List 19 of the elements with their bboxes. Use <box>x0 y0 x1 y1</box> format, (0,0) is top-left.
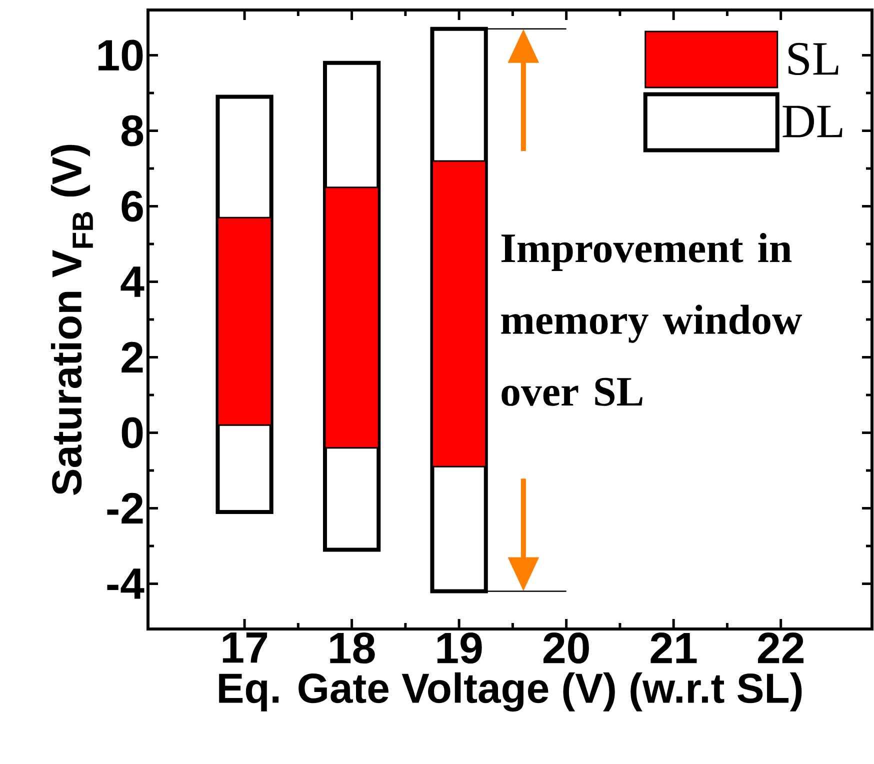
legend-label: SL <box>788 42 838 76</box>
y-tick-label: 10 <box>98 40 143 71</box>
legend-label: DL <box>782 106 842 138</box>
x-tick-label: 20 <box>543 632 589 664</box>
x-tick-label: 21 <box>650 632 697 664</box>
y-tick-label: 6 <box>122 190 143 222</box>
y-tick-label: 0 <box>122 417 143 448</box>
y-tick-label: 8 <box>122 115 144 146</box>
annotation: Improvement in memory window over SL <box>501 233 802 406</box>
y-tick-label: -2 <box>107 492 143 524</box>
x-tick-label: 18 <box>330 632 375 664</box>
x-tick-label: 17 <box>222 632 267 663</box>
x-axis-title: Eq. Gate Voltage (V) (w.r.t SL) <box>219 672 802 712</box>
y-tick-label: 2 <box>122 342 143 373</box>
x-tick-label: 19 <box>437 632 482 664</box>
y-tick-label: -4 <box>107 568 144 599</box>
y-axis-title: Saturation V$_{FB}$ (V) <box>50 144 93 495</box>
x-tick-label: 22 <box>758 632 804 664</box>
y-tick-label: 4 <box>120 266 144 297</box>
